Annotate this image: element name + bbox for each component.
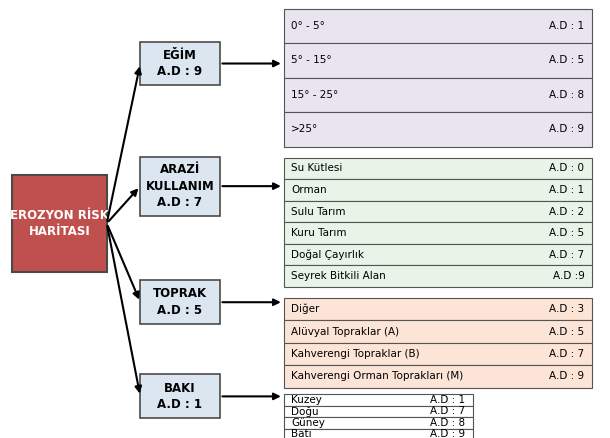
FancyBboxPatch shape [284, 158, 592, 179]
FancyBboxPatch shape [284, 365, 592, 388]
Text: Su Kütlesi: Su Kütlesi [291, 163, 342, 173]
FancyBboxPatch shape [284, 343, 592, 365]
Text: Doğal Çayırlık: Doğal Çayırlık [291, 249, 364, 260]
Text: A.D : 0: A.D : 0 [550, 163, 584, 173]
FancyBboxPatch shape [284, 406, 473, 417]
Text: Kuzey: Kuzey [291, 395, 322, 405]
Text: A.D : 1: A.D : 1 [549, 185, 584, 195]
Text: A.D : 9: A.D : 9 [549, 124, 584, 134]
Text: Kuru Tarım: Kuru Tarım [291, 228, 346, 238]
FancyBboxPatch shape [284, 179, 592, 201]
Text: BAKI
A.D : 1: BAKI A.D : 1 [157, 381, 203, 411]
FancyBboxPatch shape [284, 244, 592, 265]
Text: A.D : 9: A.D : 9 [430, 429, 465, 438]
Text: Güney: Güney [291, 418, 325, 428]
Text: A.D : 7: A.D : 7 [549, 250, 584, 260]
Text: A.D :9: A.D :9 [553, 271, 584, 281]
Text: TOPRAK
A.D : 5: TOPRAK A.D : 5 [153, 287, 207, 317]
Text: A.D : 5: A.D : 5 [549, 228, 584, 238]
FancyBboxPatch shape [12, 175, 107, 272]
Text: A.D : 8: A.D : 8 [549, 90, 584, 100]
Text: Kahverengi Orman Toprakları (M): Kahverengi Orman Toprakları (M) [291, 371, 463, 381]
FancyBboxPatch shape [140, 374, 220, 418]
FancyBboxPatch shape [284, 429, 473, 438]
FancyBboxPatch shape [284, 265, 592, 287]
Text: 0° - 5°: 0° - 5° [291, 21, 325, 31]
Text: 15° - 25°: 15° - 25° [291, 90, 338, 100]
Text: A.D : 5: A.D : 5 [549, 56, 584, 66]
Text: A.D : 5: A.D : 5 [549, 326, 584, 336]
FancyBboxPatch shape [140, 280, 220, 324]
FancyBboxPatch shape [284, 201, 592, 223]
FancyBboxPatch shape [284, 320, 592, 343]
FancyBboxPatch shape [140, 42, 220, 85]
Text: Orman: Orman [291, 185, 326, 195]
Text: A.D : 1: A.D : 1 [549, 21, 584, 31]
FancyBboxPatch shape [284, 394, 473, 406]
FancyBboxPatch shape [284, 78, 592, 112]
Text: Kahverengi Topraklar (B): Kahverengi Topraklar (B) [291, 349, 420, 359]
Text: Batı: Batı [291, 429, 312, 438]
Text: 5° - 15°: 5° - 15° [291, 56, 332, 66]
FancyBboxPatch shape [284, 9, 592, 43]
Text: A.D : 3: A.D : 3 [549, 304, 584, 314]
Text: EROZYON RİSK
HARİTASI: EROZYON RİSK HARİTASI [10, 208, 109, 238]
Text: Alüvyal Topraklar (A): Alüvyal Topraklar (A) [291, 326, 399, 336]
Text: Seyrek Bitkili Alan: Seyrek Bitkili Alan [291, 271, 386, 281]
FancyBboxPatch shape [284, 298, 592, 320]
FancyBboxPatch shape [284, 223, 592, 244]
Text: EĞİM
A.D : 9: EĞİM A.D : 9 [157, 49, 203, 78]
Text: >25°: >25° [291, 124, 318, 134]
FancyBboxPatch shape [284, 112, 592, 147]
Text: A.D : 1: A.D : 1 [430, 395, 465, 405]
FancyBboxPatch shape [140, 157, 220, 216]
Text: Diğer: Diğer [291, 304, 320, 314]
Text: A.D : 8: A.D : 8 [430, 418, 465, 428]
FancyBboxPatch shape [284, 417, 473, 429]
Text: A.D : 9: A.D : 9 [549, 371, 584, 381]
Text: A.D : 7: A.D : 7 [549, 349, 584, 359]
Text: A.D : 7: A.D : 7 [430, 406, 465, 417]
Text: Doğu: Doğu [291, 406, 318, 417]
Text: ARAZİ
KULLANIM
A.D : 7: ARAZİ KULLANIM A.D : 7 [146, 163, 214, 209]
Text: A.D : 2: A.D : 2 [549, 207, 584, 216]
Text: Sulu Tarım: Sulu Tarım [291, 207, 345, 216]
FancyBboxPatch shape [284, 43, 592, 78]
